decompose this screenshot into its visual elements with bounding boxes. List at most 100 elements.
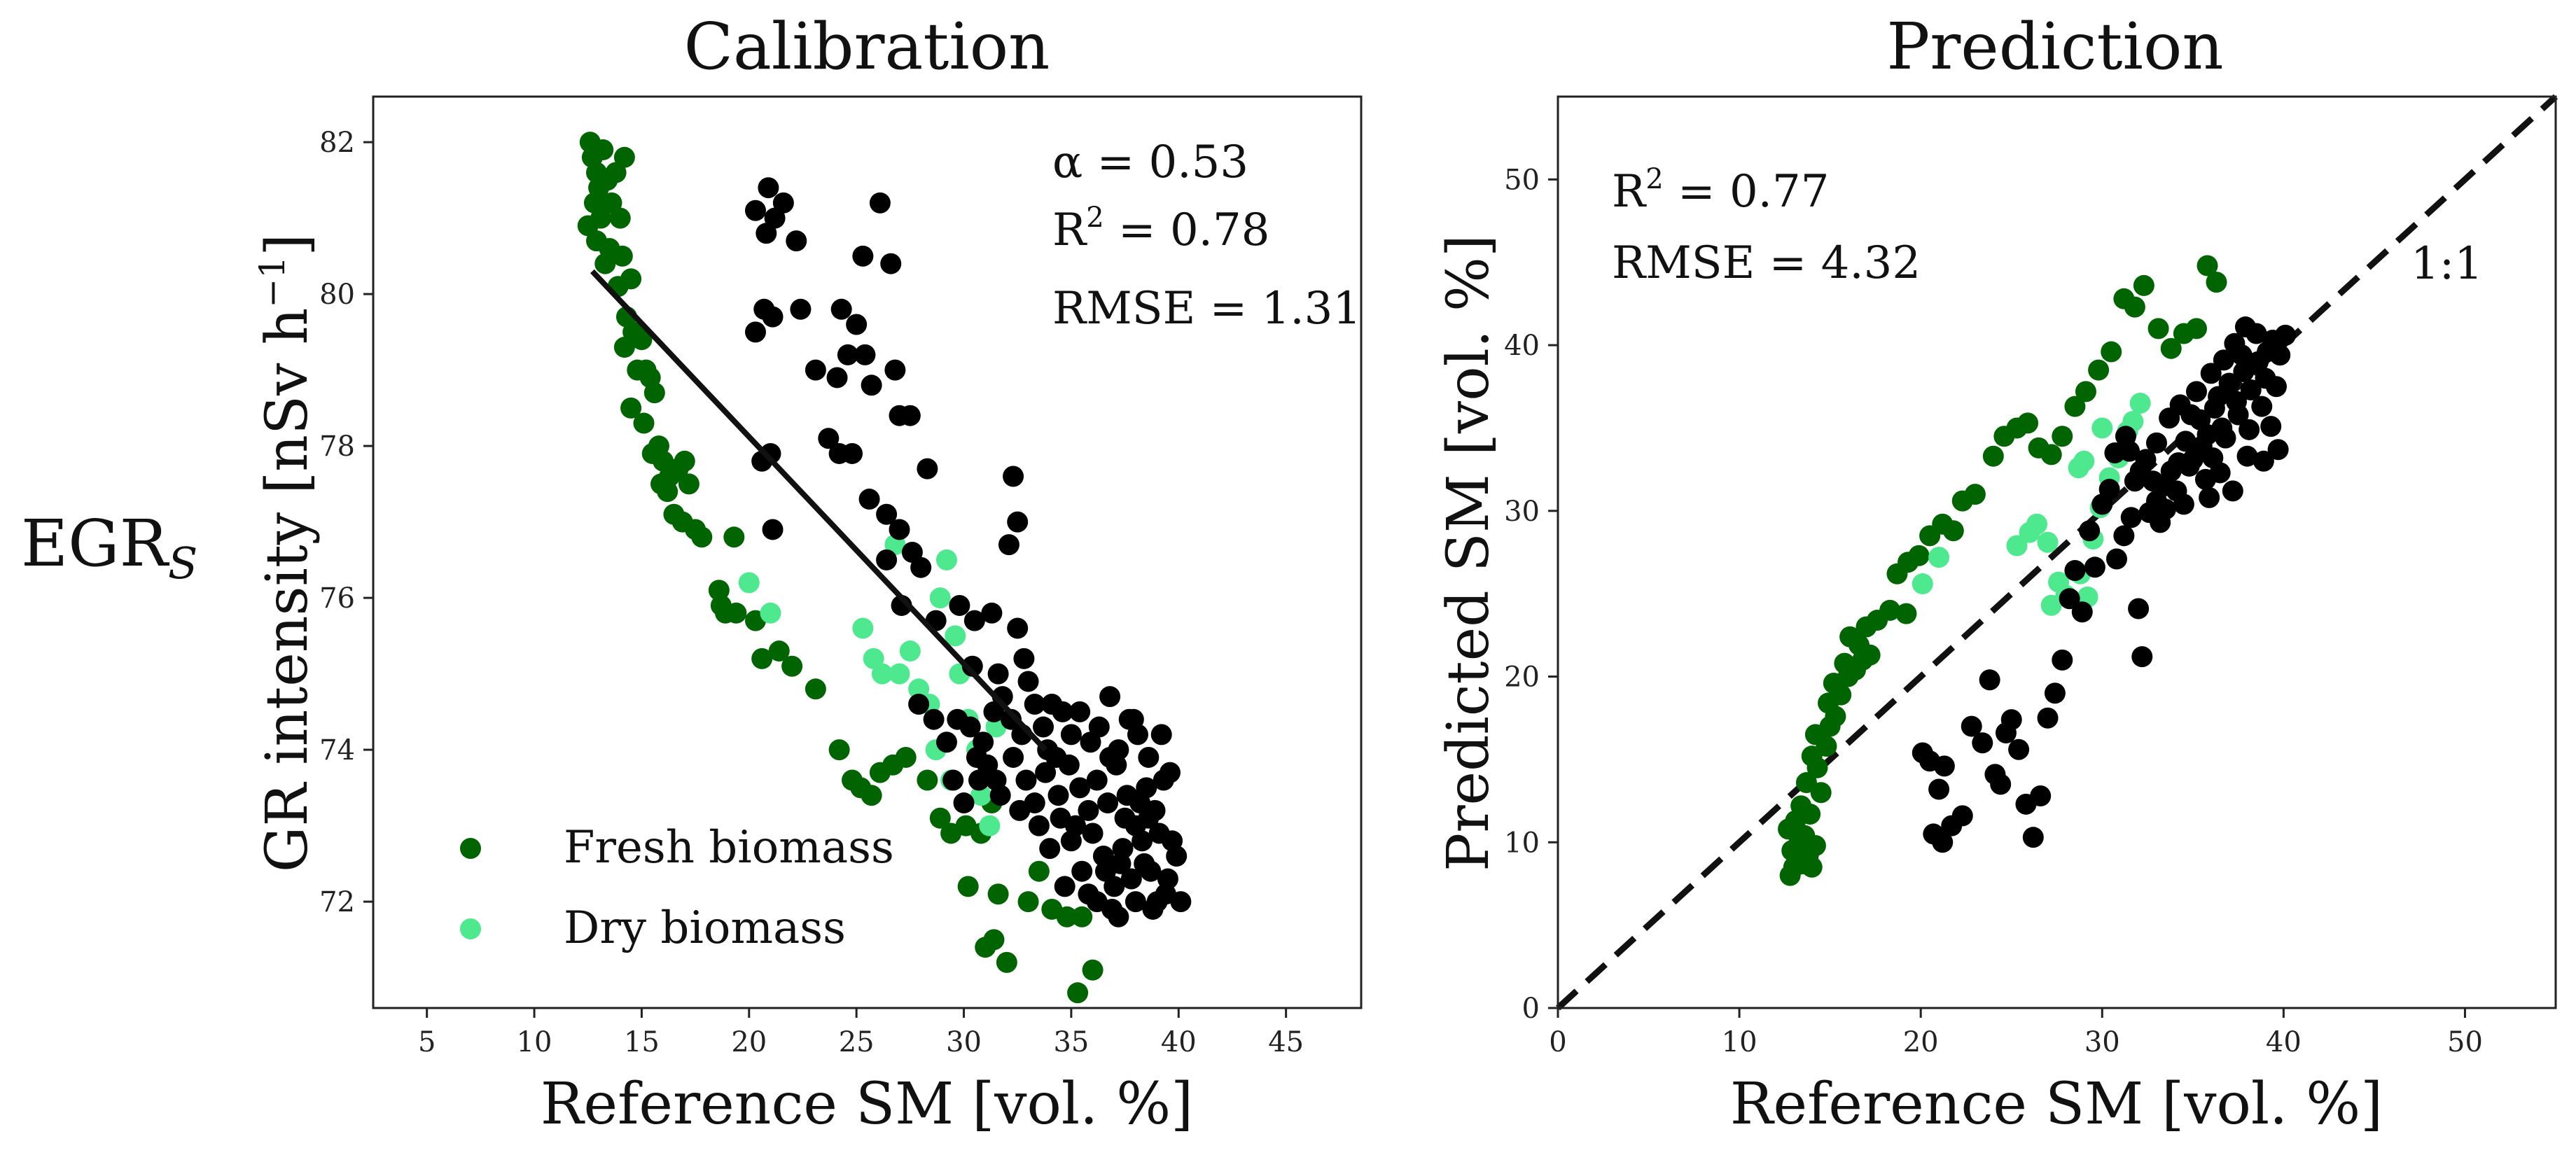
- calibration-point-reference: [998, 534, 1019, 556]
- calibration-point-dry-biomass: [889, 663, 910, 685]
- calibration-point-fresh-biomass: [674, 450, 695, 472]
- prediction-point-fresh-biomass: [2206, 272, 2227, 293]
- calibration-point-dry-biomass: [935, 549, 957, 570]
- prediction-point-reference: [2022, 827, 2044, 848]
- prediction-point-fresh-biomass: [1834, 652, 1856, 674]
- prediction-ytick-label: 10: [1504, 827, 1540, 859]
- calibration-point-reference: [935, 732, 957, 753]
- calibration-point-fresh-biomass: [751, 648, 773, 669]
- prediction-point-fresh-biomass: [1982, 445, 2004, 467]
- prediction-point-reference: [2008, 738, 2030, 760]
- prediction-point-reference: [2104, 442, 2126, 463]
- calibration-point-reference: [1007, 511, 1029, 533]
- prediction-point-reference: [2044, 682, 2066, 704]
- calibration-ytick-label: 80: [319, 279, 355, 311]
- prediction-point-reference: [2150, 512, 2171, 533]
- calibration-point-reference: [1078, 799, 1099, 821]
- prediction-rmse: RMSE = 4.32: [1612, 237, 1921, 289]
- calibration-ylabel-sup: −1: [252, 256, 293, 308]
- calibration-point-reference: [1060, 724, 1082, 746]
- prediction-ytick-label: 50: [1504, 164, 1540, 196]
- calibration-xtick-label: 45: [1268, 1026, 1304, 1058]
- calibration-point-reference: [1015, 769, 1037, 791]
- prediction-r2-sup: 2: [1645, 163, 1663, 195]
- prediction-r2: R2 = 0.77: [1612, 163, 1829, 218]
- prediction-point-dry-biomass: [1912, 573, 1933, 594]
- calibration-point-reference: [852, 245, 874, 267]
- legend-fresh-label: Fresh biomass: [564, 822, 894, 874]
- prediction-point-fresh-biomass: [1942, 520, 1964, 542]
- calibration-point-reference: [1086, 769, 1108, 791]
- calibration-point-reference: [910, 556, 932, 578]
- prediction-point-reference: [2131, 646, 2153, 668]
- calibration-point-reference: [985, 769, 1007, 791]
- calibration-point-reference: [1028, 815, 1050, 836]
- calibration-point-reference: [923, 708, 945, 730]
- prediction-point-fresh-biomass: [2040, 444, 2062, 465]
- calibration-point-reference: [1054, 876, 1075, 897]
- calibration-point-fresh-biomass: [828, 739, 850, 761]
- calibration-point-reference: [1088, 716, 1110, 738]
- prediction-point-dry-biomass: [2048, 571, 2070, 593]
- prediction-xtick-label: 30: [2084, 1026, 2120, 1058]
- prediction-ytick-label: 0: [1522, 993, 1540, 1025]
- prediction-point-fresh-biomass: [1801, 856, 1823, 878]
- calibration-point-reference: [762, 519, 784, 540]
- prediction-r2-value: = 0.77: [1664, 166, 1830, 218]
- prediction-point-reference: [2113, 525, 2135, 547]
- calibration-r2: R2 = 0.78: [1052, 202, 1269, 256]
- calibration-point-reference: [758, 177, 779, 199]
- calibration-point-reference: [1007, 617, 1029, 639]
- calibration-ytick-label: 82: [319, 127, 355, 159]
- prediction-point-reference: [2030, 785, 2052, 806]
- calibration-point-reference: [1003, 465, 1024, 487]
- prediction-ytick-label: 20: [1504, 662, 1540, 694]
- calibration-point-fresh-biomass: [594, 253, 616, 274]
- calibration-point-reference: [1134, 853, 1155, 874]
- prediction-point-reference: [2142, 470, 2164, 492]
- prediction-point-reference: [1990, 774, 2012, 795]
- calibration-point-fresh-biomass: [643, 382, 665, 404]
- prediction-point-reference: [2208, 386, 2229, 407]
- calibration-point-reference: [884, 359, 906, 381]
- calibration-point-reference: [1120, 868, 1142, 890]
- figure-label-main: EGR: [21, 506, 170, 581]
- calibration-point-reference: [869, 192, 891, 214]
- prediction-point-reference: [2242, 353, 2264, 374]
- calibration-point-reference: [762, 306, 784, 328]
- calibration-ytick-label: 74: [319, 734, 355, 766]
- prediction-point-fresh-biomass: [2160, 337, 2182, 359]
- calibration-point-fresh-biomass: [723, 526, 745, 548]
- prediction-point-reference: [2146, 432, 2167, 454]
- prediction-point-reference: [2274, 324, 2296, 346]
- calibration-point-reference: [1162, 830, 1183, 852]
- calibration-point-fresh-biomass: [781, 655, 803, 677]
- prediction-point-reference: [2079, 520, 2101, 542]
- prediction-point-dry-biomass: [2091, 417, 2113, 439]
- calibration-ytick-label: 76: [319, 582, 355, 615]
- calibration-point-fresh-biomass: [805, 678, 826, 700]
- calibration-point-fresh-biomass: [1017, 891, 1039, 913]
- prediction-point-reference: [2180, 404, 2202, 426]
- calibration-point-fresh-biomass: [996, 951, 1017, 973]
- calibration-point-reference: [1170, 891, 1192, 913]
- prediction-point-fresh-biomass: [1895, 603, 1917, 624]
- prediction-point-reference: [2215, 427, 2236, 449]
- calibration-point-dry-biomass: [929, 587, 951, 609]
- prediction-point-reference: [2071, 601, 2093, 623]
- prediction-point-fresh-biomass: [2101, 341, 2122, 363]
- prediction-point-fresh-biomass: [2196, 255, 2218, 276]
- prediction-point-reference: [2267, 439, 2289, 461]
- prediction-point-reference: [2260, 416, 2282, 438]
- calibration-point-reference: [1101, 898, 1123, 920]
- calibration-point-reference: [1065, 815, 1087, 836]
- calibration-point-fresh-biomass: [1071, 906, 1093, 927]
- calibration-point-fresh-biomass: [768, 640, 790, 662]
- prediction-point-reference: [1961, 715, 1982, 737]
- prediction-point-reference: [2239, 419, 2260, 440]
- calibration-point-reference: [1122, 708, 1144, 730]
- prediction-point-dry-biomass: [1928, 547, 1950, 568]
- calibration-point-reference: [1069, 777, 1091, 799]
- calibration-xtick-label: 25: [839, 1026, 875, 1058]
